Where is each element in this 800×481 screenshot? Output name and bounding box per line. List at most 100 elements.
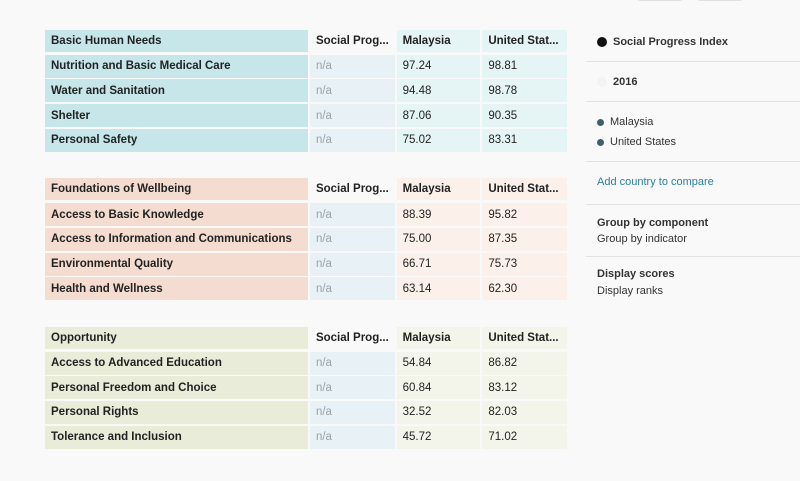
spi-value: n/a	[309, 128, 395, 152]
malaysia-value: 60.84	[396, 376, 481, 400]
section-header: Opportunity Social Prog... Malaysia Unit…	[45, 326, 568, 352]
divider	[586, 161, 800, 162]
column-header-social-progress[interactable]: Social Prog...	[315, 331, 389, 344]
group-by-component-option[interactable]: Group by component	[597, 217, 709, 229]
column-header-social-progress[interactable]: Social Prog...	[315, 35, 389, 47]
index-dot-icon	[597, 37, 607, 48]
year-selector[interactable]: 2016	[597, 76, 637, 88]
row-label: Access to Basic Knowledge	[45, 203, 308, 227]
malaysia-value: 32.52	[396, 400, 481, 424]
table-row[interactable]: Access to Advanced Education n/a 54.84 8…	[45, 351, 568, 377]
row-label: Access to Information and Communications	[45, 227, 308, 251]
table-row[interactable]: Shelter n/a 87.06 90.35	[45, 104, 568, 129]
table-row[interactable]: Access to Basic Knowledge n/a 88.39 95.8…	[45, 203, 568, 228]
united-states-value: 90.35	[482, 104, 568, 128]
country-dot-icon	[597, 138, 604, 146]
column-header-malaysia[interactable]: Malaysia	[396, 326, 481, 349]
spi-value: n/a	[309, 277, 395, 301]
country-dot-icon	[597, 118, 604, 126]
malaysia-value: 87.06	[396, 104, 481, 128]
divider	[586, 256, 800, 257]
section-title: Basic Human Needs	[45, 30, 308, 52]
spi-value: n/a	[309, 79, 395, 103]
malaysia-value: 66.71	[396, 252, 481, 276]
section-header: Foundations of Wellbeing Social Prog... …	[45, 178, 568, 203]
add-country-link[interactable]: Add country to compare	[597, 176, 714, 188]
united-states-value: 62.30	[482, 277, 568, 301]
united-states-value: 95.82	[482, 203, 568, 227]
column-header-united-states[interactable]: United Stat...	[482, 326, 568, 349]
united-states-value: 82.03	[482, 400, 568, 424]
year-label: 2016	[613, 76, 638, 88]
table-row[interactable]: Water and Sanitation n/a 94.48 98.78	[45, 79, 568, 104]
row-label: Personal Freedom and Choice	[45, 376, 308, 400]
column-header-united-states[interactable]: United Stat...	[482, 30, 568, 52]
table-row[interactable]: Tolerance and Inclusion n/a 45.72 71.02	[45, 425, 568, 451]
row-label: Personal Rights	[45, 400, 308, 424]
spi-value: n/a	[309, 54, 395, 78]
malaysia-value: 94.48	[396, 79, 481, 103]
united-states-value: 83.31	[482, 128, 568, 152]
spi-value: n/a	[309, 376, 395, 400]
spi-value: n/a	[309, 400, 395, 424]
row-label: Personal Safety	[45, 128, 308, 152]
united-states-value: 86.82	[482, 351, 568, 375]
country-label: United States	[610, 136, 677, 148]
spi-value: n/a	[309, 252, 395, 276]
index-label: Social Progress Index	[613, 36, 728, 48]
section-header: Basic Human Needs Social Prog... Malaysi…	[45, 30, 568, 55]
malaysia-value: 97.24	[396, 54, 481, 78]
section-opportunity: Opportunity Social Prog... Malaysia Unit…	[45, 326, 568, 451]
settings-panel: Social Progress Index 2016 Malaysia Unit…	[586, 0, 800, 481]
section-title: Foundations of Wellbeing	[45, 178, 308, 201]
united-states-value: 83.12	[482, 376, 568, 400]
divider	[586, 101, 800, 102]
table-row[interactable]: Personal Rights n/a 32.52 82.03	[45, 400, 568, 426]
row-label: Environmental Quality	[45, 252, 308, 276]
spi-value: n/a	[309, 351, 395, 375]
comparison-table: Basic Human Needs Social Prog... Malaysi…	[45, 30, 568, 451]
section-basic-human-needs: Basic Human Needs Social Prog... Malaysi…	[45, 30, 568, 154]
column-header-social-progress[interactable]: Social Prog...	[315, 183, 389, 196]
united-states-value: 87.35	[482, 227, 568, 251]
malaysia-value: 63.14	[396, 277, 481, 301]
country-item-united-states[interactable]: United States	[597, 136, 676, 148]
united-states-value: 98.81	[482, 54, 568, 78]
united-states-value: 75.73	[482, 252, 568, 276]
table-row[interactable]: Personal Safety n/a 75.02 83.31	[45, 128, 568, 154]
column-header-malaysia[interactable]: Malaysia	[396, 30, 481, 52]
table-row[interactable]: Access to Information and Communications…	[45, 227, 568, 253]
column-header-malaysia[interactable]: Malaysia	[396, 178, 481, 201]
row-label: Nutrition and Basic Medical Care	[45, 54, 308, 78]
column-header-united-states[interactable]: United Stat...	[482, 178, 568, 201]
divider	[586, 204, 800, 205]
table-row[interactable]: Health and Wellness n/a 63.14 62.30	[45, 277, 568, 302]
malaysia-value: 45.72	[396, 425, 481, 449]
malaysia-value: 54.84	[396, 351, 481, 375]
display-ranks-option[interactable]: Display ranks	[597, 285, 664, 297]
country-item-malaysia[interactable]: Malaysia	[597, 116, 653, 128]
spi-value: n/a	[309, 425, 395, 449]
section-foundations-of-wellbeing: Foundations of Wellbeing Social Prog... …	[45, 178, 568, 302]
row-label: Tolerance and Inclusion	[45, 425, 308, 449]
row-label: Shelter	[45, 104, 308, 128]
table-row[interactable]: Environmental Quality n/a 66.71 75.73	[45, 252, 568, 278]
country-label: Malaysia	[610, 116, 654, 128]
united-states-value: 71.02	[482, 425, 568, 449]
display-scores-option[interactable]: Display scores	[597, 268, 675, 280]
row-label: Water and Sanitation	[45, 79, 308, 103]
row-label: Health and Wellness	[45, 277, 308, 301]
united-states-value: 98.78	[482, 79, 568, 103]
group-by-indicator-option[interactable]: Group by indicator	[597, 233, 687, 245]
section-title: Opportunity	[45, 326, 308, 349]
spi-value: n/a	[309, 227, 395, 251]
table-row[interactable]: Personal Freedom and Choice n/a 60.84 83…	[45, 376, 568, 401]
year-dot-icon	[597, 77, 607, 88]
row-label: Access to Advanced Education	[45, 351, 308, 375]
table-row[interactable]: Nutrition and Basic Medical Care n/a 97.…	[45, 54, 568, 80]
index-selector[interactable]: Social Progress Index	[597, 36, 728, 48]
malaysia-value: 75.00	[396, 227, 481, 251]
malaysia-value: 75.02	[396, 128, 481, 152]
spi-value: n/a	[309, 104, 395, 128]
malaysia-value: 88.39	[396, 203, 481, 227]
